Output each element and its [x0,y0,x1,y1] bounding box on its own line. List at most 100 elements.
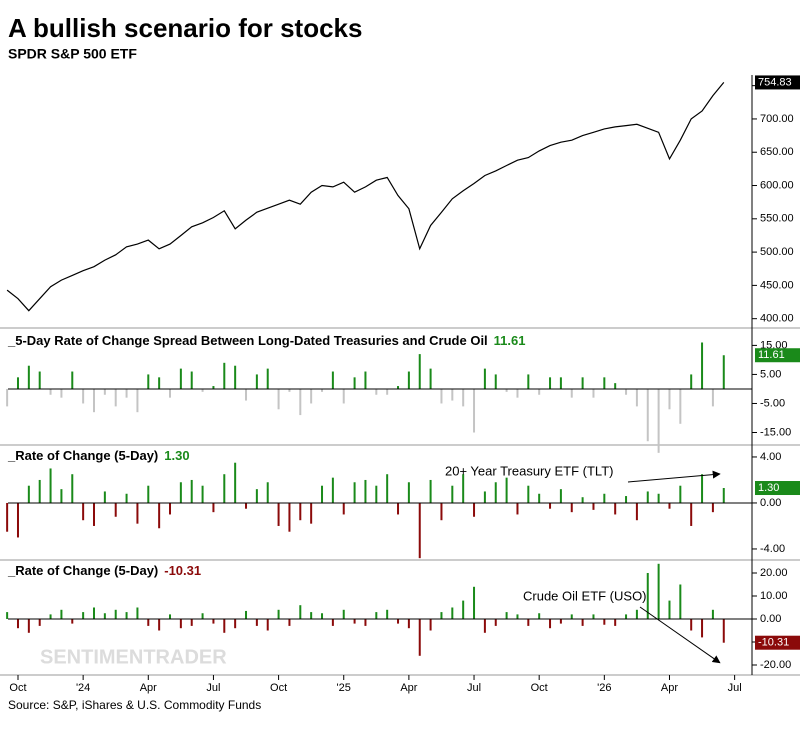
bar [277,609,280,619]
bar [353,482,356,503]
bar [386,388,389,395]
bar [92,607,95,619]
bar [570,614,573,619]
bar [527,374,530,389]
y-tick-label: 700.00 [760,113,794,125]
bar [625,388,628,395]
x-tick-label: '24 [76,682,90,694]
bar [342,388,345,404]
bar [668,388,671,410]
last-value-label: -10.31 [758,637,789,649]
bar [592,388,595,398]
bar [136,502,139,524]
panel-title-value: -10.31 [164,563,201,578]
x-tick-label: '25 [337,682,351,694]
y-tick-label: 400.00 [760,313,794,325]
source: Source: S&P, iShares & U.S. Commodity Fu… [8,698,261,712]
annotation-arrow [639,606,721,664]
last-value-box [755,348,800,363]
bar [701,342,704,389]
bar [179,368,182,389]
x-tick-label: Apr [400,682,417,694]
subtitle: SPDR S&P 500 ETF [8,46,137,62]
panel-title: _Rate of Change (5-Day) -10.31 [7,563,201,578]
bar [331,477,334,503]
bar [353,377,356,389]
panel-title: _5-Day Rate of Change Spread Between Lon… [7,333,526,348]
bar [234,618,237,629]
bar [538,613,541,619]
y-tick-label: 10.00 [760,590,788,602]
bar [6,388,9,407]
x-tick-label: '26 [597,682,611,694]
x-tick-label: Apr [661,682,678,694]
bar [234,462,237,503]
bar [266,368,269,389]
bar [657,563,660,619]
bar [418,354,421,389]
bar [646,491,649,503]
x-tick-label: Jul [467,682,481,694]
bar [668,502,671,509]
bar [603,618,606,625]
annotation-arrow [627,470,721,483]
bar [527,485,530,503]
bar [559,618,562,624]
y-tick-label: 0.00 [760,497,781,509]
bar [212,386,215,389]
bar [701,618,704,638]
bar [255,489,258,503]
x-tick-label: Oct [270,682,287,694]
bar [125,388,128,398]
bar [625,496,628,503]
bar [473,502,476,517]
bar [255,374,258,389]
bar [483,618,486,633]
bar [212,502,215,513]
bar [483,368,486,389]
bar [429,618,432,631]
bar [397,618,400,624]
bar [462,474,465,503]
bar [614,383,617,389]
panel-title-value: 11.61 [494,333,526,348]
bar [407,618,410,629]
bar [516,502,519,515]
bar [114,609,117,619]
bar [429,368,432,389]
bar [668,600,671,619]
y-tick-label: -4.00 [760,543,785,555]
y-tick-label: 550.00 [760,213,794,225]
bar [711,609,714,619]
bar [245,610,248,619]
bar [190,479,193,503]
bar [722,488,725,503]
bar [234,365,237,389]
bar [646,572,649,619]
x-tick-label: Oct [531,682,548,694]
bar [49,614,52,619]
bar [386,609,389,619]
bar [516,614,519,619]
bar [277,502,280,526]
last-value-label: 754.83 [758,76,792,88]
y-tick-label: 5.00 [760,368,781,380]
bar [505,388,508,392]
bar [603,493,606,503]
bar [16,502,19,538]
bar [462,388,465,407]
bar [657,388,660,453]
bar [136,388,139,413]
y-tick-label: -20.00 [760,659,791,671]
bar [559,489,562,503]
bar [635,609,638,619]
bar [581,618,584,626]
bar [310,502,313,524]
bar [82,388,85,404]
bar [364,371,367,389]
bar [147,374,150,389]
bar [407,371,410,389]
bar [136,607,139,619]
bar [635,388,638,407]
y-tick-label: -15.00 [760,426,791,438]
